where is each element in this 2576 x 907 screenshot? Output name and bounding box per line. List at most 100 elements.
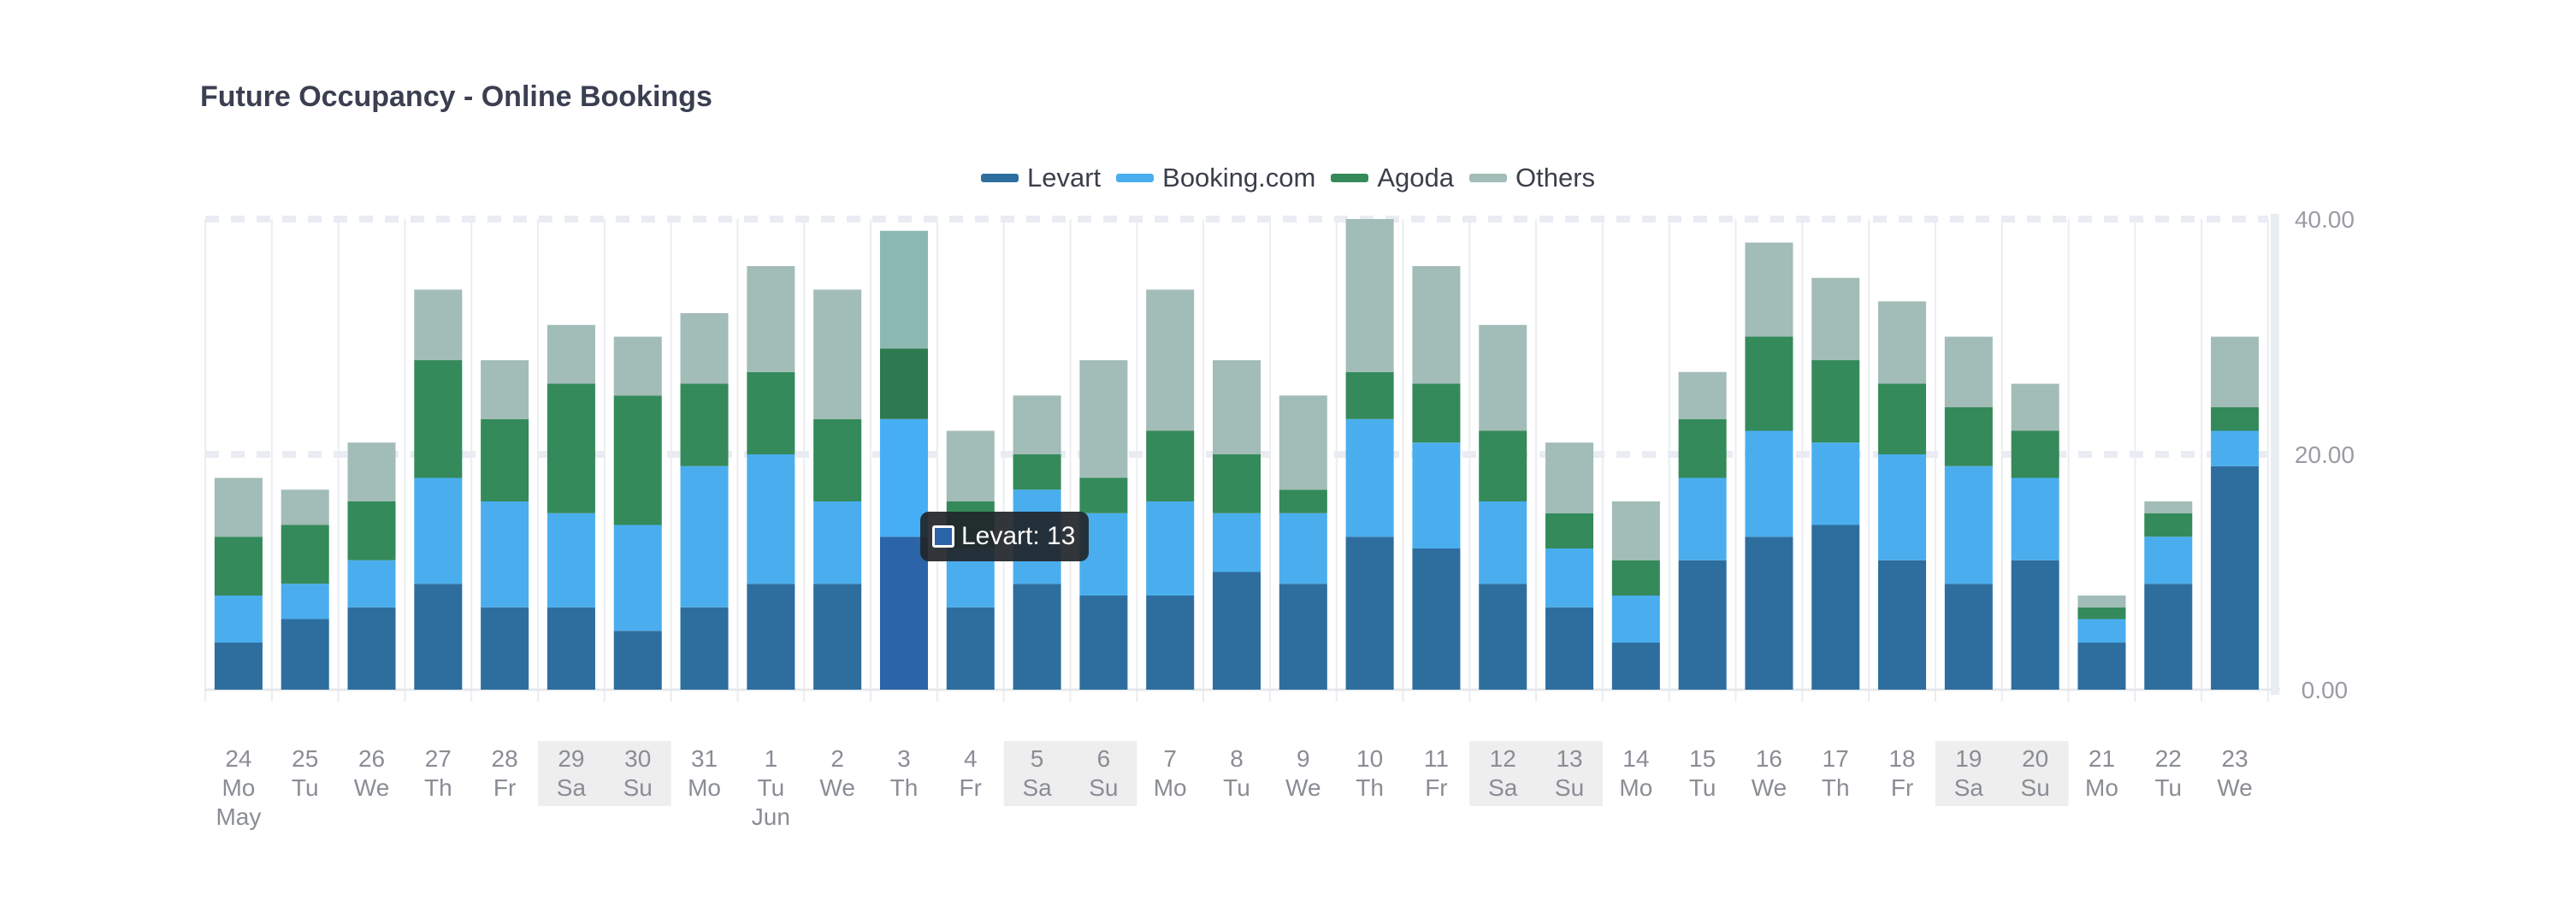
x-tick-weekday: We [2217,774,2253,801]
legend-item[interactable]: Others [1469,163,1595,193]
bar-segment [547,513,595,608]
bar-segment [1079,596,1128,690]
bar-segment [2077,643,2126,690]
x-tick-weekday: Fr [493,774,516,801]
bar-segment [946,607,995,690]
bar-segment [1545,548,1594,608]
bar-segment [1611,596,1660,643]
bar-segment [214,477,263,537]
x-tick-day: 3 [897,745,911,772]
bar-segment [1745,430,1793,537]
bar-segment [481,418,529,501]
bar-segment [1944,336,1993,407]
bar-segment [2211,430,2260,466]
x-tick-day: 31 [691,745,718,772]
bar-segment [1811,277,1860,360]
bar-segment [813,501,862,584]
bar-segment [214,643,263,690]
bar-segment [1146,430,1195,501]
bar-segment [1878,301,1927,384]
bar-segment [1345,219,1394,372]
bar-segment [1412,548,1461,690]
bar-segment [613,336,662,396]
bar-segment [1678,477,1727,560]
bar-segment [1279,489,1327,513]
bar-segment [2077,596,2126,608]
bar-segment [1745,242,1793,337]
bar-segment [813,289,862,419]
bar-segment [1013,395,1061,454]
bar-segment [2011,383,2059,431]
bar-segment [2077,619,2126,643]
legend-item[interactable]: Levart [980,163,1102,193]
x-tick-day: 11 [1424,745,1449,772]
bar-segment [1611,501,1660,560]
bar-segment [281,489,329,525]
bar-segment [1745,336,1793,431]
bar-segment [1678,560,1727,690]
legend-label: Levart [1026,163,1102,193]
bar-segment [1545,442,1594,513]
x-tick-month: May [216,803,261,830]
chart-title: Future Occupancy - Online Bookings [200,80,712,113]
x-tick-weekday: Sa [1022,774,1052,801]
bar-segment [1013,584,1061,690]
weekend-label-shade [1003,741,1071,806]
bar-segment [879,348,928,419]
x-tick-day: 22 [2155,745,2182,772]
chart-legend: Levart Booking.com Agoda Others [0,163,2576,193]
bar-segment [1412,383,1461,443]
x-tick-weekday: We [1752,774,1787,801]
x-tick-day: 17 [1823,745,1849,772]
bar-segment [1212,513,1261,572]
bar-segment [680,313,729,384]
x-tick-day: 25 [292,745,318,772]
bar-segment [1146,289,1195,431]
bar-segment [1479,430,1527,501]
bar-segment [1345,371,1394,419]
legend-label: Others [1515,163,1596,193]
bar-segment [2077,607,2126,619]
x-tick-day: 5 [1031,745,1044,772]
bar-segment [547,383,595,513]
bar-segment [1944,584,1993,690]
weekend-label-shade [1469,741,1537,806]
legend-item[interactable]: Booking.com [1116,163,1315,193]
bar-segment [1345,418,1394,537]
bar-segment [613,631,662,690]
bar-segment [1279,395,1327,490]
legend-swatch [1469,174,1507,182]
bar-segment [2144,501,2193,513]
x-tick-day: 18 [1888,745,1915,772]
x-tick-weekday: Tu [2154,774,2182,801]
y-tick-label: 20.00 [2295,442,2354,468]
x-tick-weekday: Mo [688,774,721,801]
bar-segment [1678,371,1727,419]
x-tick-weekday: We [1285,774,1321,801]
bar-segment [1745,536,1793,690]
bar-segment [879,536,928,690]
legend-label: Booking.com [1162,163,1316,193]
x-tick-weekday: Mo [222,774,255,801]
x-tick-weekday: Su [2021,774,2050,801]
x-tick-weekday: We [354,774,390,801]
bar-segment [1611,560,1660,596]
bar-segment [1279,584,1327,690]
x-tick-weekday: Tu [758,774,785,801]
bar-segment [1479,324,1527,431]
bar-segment [1212,454,1261,513]
legend-label: Agoda [1377,163,1454,193]
bar-segment [414,584,463,690]
bar-segment [1412,442,1461,548]
bar-segment [879,418,928,537]
bar-segment [1212,572,1261,690]
x-tick-day: 1 [765,745,778,772]
bar-segment [1479,501,1527,584]
legend-swatch [1116,174,1155,182]
legend-item[interactable]: Agoda [1331,163,1454,193]
bar-segment [2211,465,2260,690]
y-tick-label: 0.00 [2301,677,2349,703]
bar-segment [1479,584,1527,690]
bar-segment [1944,465,1993,584]
x-tick-weekday: Sa [557,774,587,801]
